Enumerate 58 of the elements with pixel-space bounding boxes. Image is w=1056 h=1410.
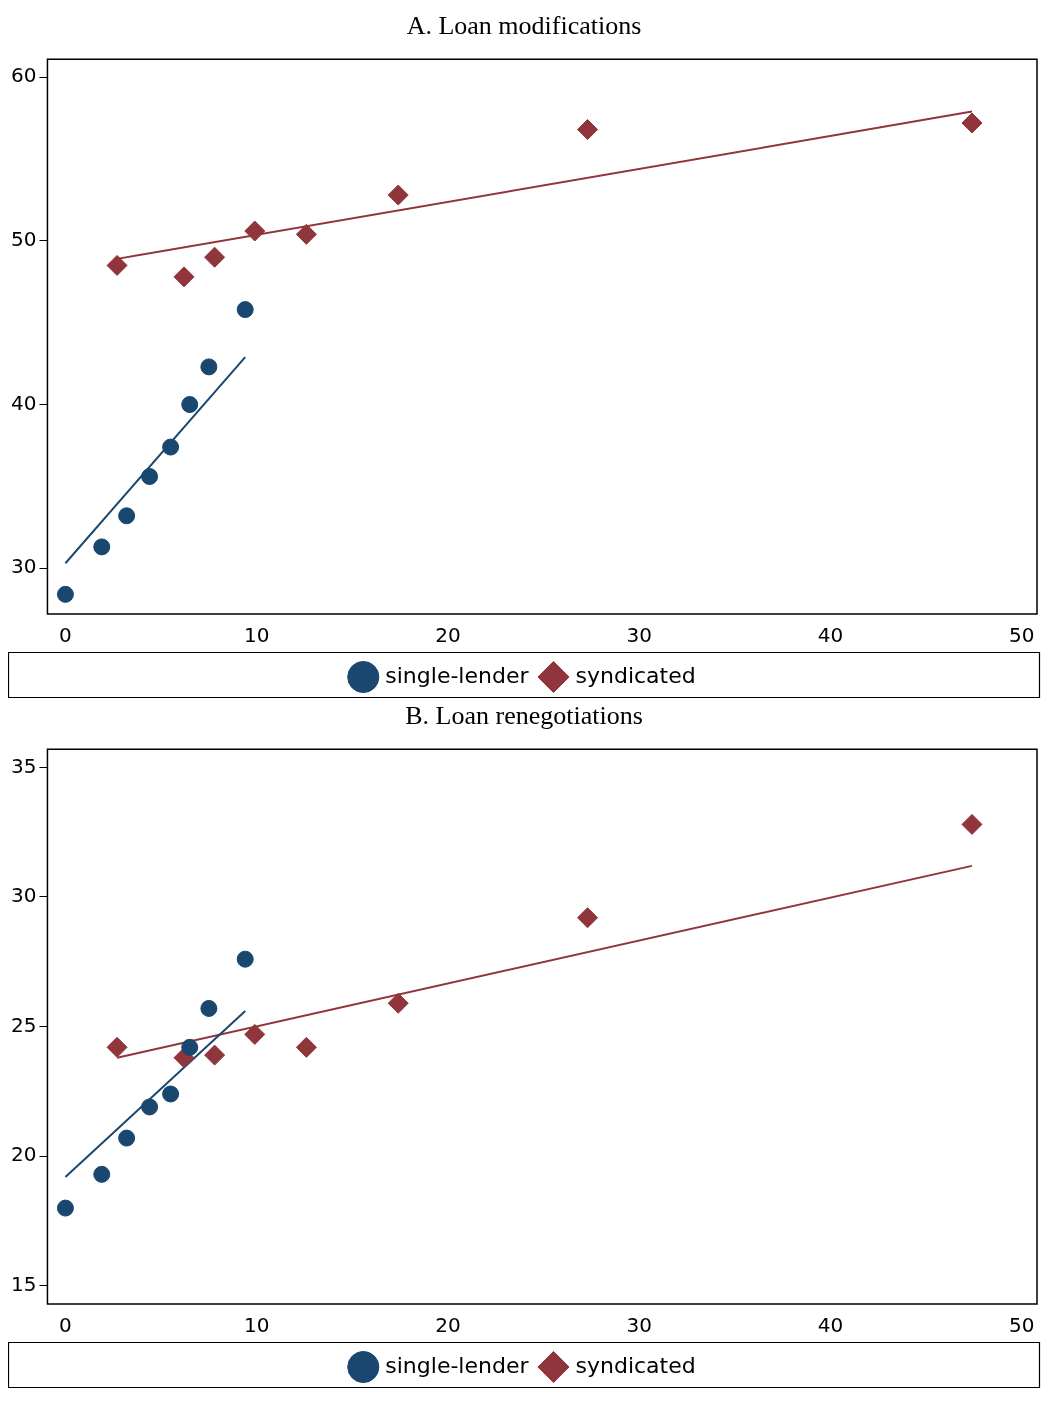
point: [141, 468, 159, 486]
point: [577, 907, 599, 929]
point: [961, 112, 983, 134]
legend-label: single-lender: [385, 1352, 530, 1378]
point: [577, 119, 599, 141]
x-tick-label: 20: [435, 1313, 461, 1338]
point: [200, 358, 218, 376]
point: [204, 1044, 226, 1066]
point: [106, 1036, 128, 1058]
legend-label: single-lender: [385, 662, 530, 688]
y-tick-label: 15: [11, 1272, 37, 1297]
point: [118, 507, 136, 525]
y-tick-label: 20: [11, 1142, 37, 1167]
x-tick-label: 10: [243, 623, 270, 648]
point: [244, 220, 266, 242]
legend-label: syndicated: [575, 662, 696, 688]
point: [118, 1129, 136, 1147]
legend-label: syndicated: [575, 1352, 696, 1378]
point: [173, 266, 195, 288]
point: [181, 396, 199, 414]
y-tick-label: 25: [11, 1012, 37, 1037]
x-tick-label: 30: [626, 1313, 652, 1338]
x-tick-label: 40: [817, 623, 844, 648]
point: [236, 301, 254, 319]
x-tick-label: 40: [817, 1313, 844, 1338]
x-tick-label: 50: [1008, 623, 1035, 648]
x-tick-label: 20: [435, 623, 461, 648]
point: [162, 438, 180, 456]
y-tick-label: 60: [11, 63, 37, 88]
point: [181, 1038, 199, 1056]
x-tick-label: 10: [243, 1313, 270, 1338]
chart-title: B. Loan renegotiations: [405, 701, 643, 731]
point: [387, 992, 409, 1014]
point: [295, 223, 317, 245]
y-tick-label: 50: [11, 227, 37, 252]
point: [56, 585, 74, 603]
point: [244, 1023, 266, 1045]
x-tick-label: 0: [59, 623, 72, 648]
point: [200, 999, 218, 1017]
y-tick-label: 40: [11, 390, 37, 415]
point: [295, 1036, 317, 1058]
point: [961, 813, 983, 835]
x-tick-label: 50: [1008, 1313, 1035, 1338]
point: [93, 1165, 111, 1183]
chart-title: A. Loan modifications: [406, 11, 642, 41]
y-tick-label: 35: [11, 753, 37, 778]
y-tick-label: 30: [11, 883, 37, 908]
point: [56, 1199, 74, 1217]
point: [236, 950, 254, 968]
point: [162, 1085, 180, 1103]
point: [204, 246, 226, 268]
point: [106, 254, 128, 276]
point: [93, 538, 111, 556]
x-tick-label: 0: [59, 1313, 72, 1338]
x-tick-label: 30: [626, 623, 652, 648]
point: [141, 1098, 159, 1116]
point: [387, 184, 409, 206]
y-tick-label: 30: [11, 554, 37, 579]
